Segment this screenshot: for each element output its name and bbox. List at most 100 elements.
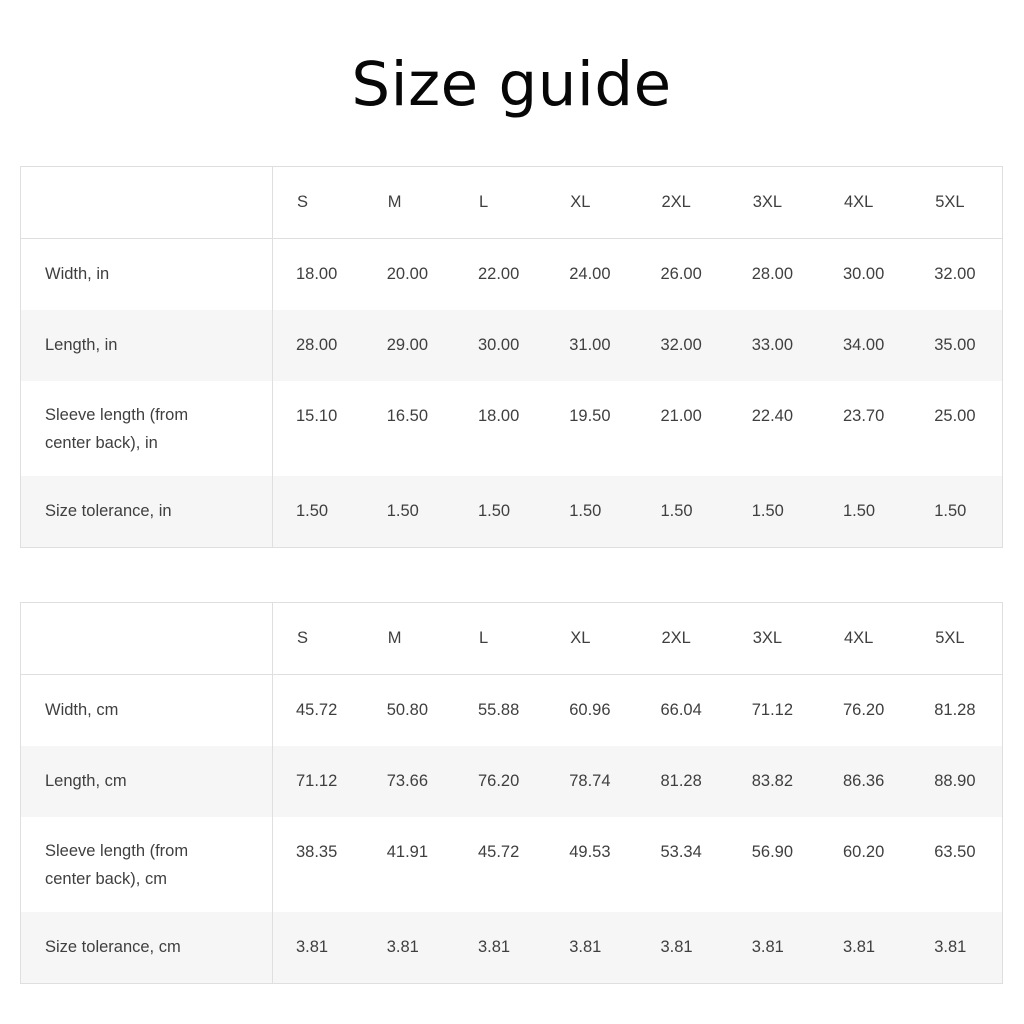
value-cell: 25.00 — [934, 407, 976, 426]
value-cell: 28.00 — [296, 336, 338, 355]
size-column-header: L — [455, 602, 547, 676]
size-column-header: 2XL — [637, 166, 729, 240]
value-cell: 31.00 — [569, 336, 611, 355]
table-row: Width, in 18.00 20.00 22.00 24.00 26.00 28.00 3… — [20, 238, 1003, 311]
size-column-header: XL — [546, 602, 638, 676]
size-column-header: M — [363, 602, 455, 676]
value-cell: 50.80 — [386, 701, 429, 720]
corner-cell — [20, 602, 273, 676]
size-column-header: 3XL — [728, 602, 820, 676]
size-column-header: 5XL — [911, 602, 1003, 676]
value-cell: 3.81 — [569, 938, 602, 957]
size-table-centimeters-header: S M L XL 2XL 3XL 4XL 5XL — [20, 602, 1003, 676]
size-column-header: 4XL — [820, 602, 912, 676]
row-label: Size tolerance, in — [20, 476, 273, 548]
value-cell: 81.28 — [934, 701, 976, 720]
size-column-header: 4XL — [820, 166, 912, 240]
header-row: S M L XL 2XL 3XL 4XL 5XL — [20, 602, 1003, 676]
value-cell: 73.66 — [386, 772, 429, 791]
value-cell: 32.00 — [660, 336, 702, 355]
page-title: Size guide — [351, 49, 672, 120]
value-cell: 1.50 — [751, 502, 784, 521]
value-cell: 19.50 — [569, 407, 611, 426]
size-column-header: 3XL — [728, 166, 820, 240]
size-table-inches: S M L XL 2XL 3XL 4XL 5XL Width, in 18.00 20.00 22.… — [20, 166, 1003, 549]
value-cell: 78.74 — [569, 772, 611, 791]
size-table-centimeters-body: Width, cm 45.72 50.80 55.88 60.96 66.04 71.12 7… — [20, 674, 1003, 984]
value-cell: 29.00 — [386, 336, 429, 355]
value-cell: 34.00 — [843, 336, 885, 355]
size-table-centimeters: S M L XL 2XL 3XL 4XL 5XL Width, cm 45.72 50.80 55.… — [20, 602, 1003, 985]
value-cell: 83.82 — [751, 772, 794, 791]
value-cell: 3.81 — [934, 938, 967, 957]
value-cell: 86.36 — [843, 772, 885, 791]
value-cell: 1.50 — [386, 502, 419, 521]
table-row: Sleeve length (from center back), in 15.1… — [20, 381, 1003, 477]
row-label: Sleeve length (from center back), cm — [20, 817, 273, 913]
value-cell: 35.00 — [934, 336, 976, 355]
table-row: Width, cm 45.72 50.80 55.88 60.96 66.04 71.12 7… — [20, 674, 1003, 747]
row-label: Width, in — [20, 238, 273, 311]
size-column-header: 5XL — [911, 166, 1003, 240]
value-cell: 22.00 — [478, 265, 520, 284]
value-cell: 66.04 — [660, 701, 702, 720]
table-row: Length, cm 71.12 73.66 76.20 78.74 81.28 83.82… — [20, 746, 1003, 818]
value-cell: 21.00 — [660, 407, 702, 426]
value-cell: 60.96 — [569, 701, 611, 720]
value-cell: 18.00 — [478, 407, 520, 426]
value-cell: 76.20 — [478, 772, 520, 791]
value-cell: 53.34 — [660, 843, 702, 862]
value-cell: 24.00 — [569, 265, 611, 284]
row-label: Length, cm — [20, 746, 273, 818]
value-cell: 15.10 — [296, 407, 338, 426]
size-column-header: S — [272, 166, 364, 240]
value-cell: 45.72 — [296, 701, 338, 720]
value-cell: 60.20 — [843, 843, 885, 862]
value-cell: 33.00 — [751, 336, 794, 355]
size-column-header: 2XL — [637, 602, 729, 676]
value-cell: 3.81 — [296, 938, 329, 957]
value-cell: 63.50 — [934, 843, 976, 862]
value-cell: 28.00 — [751, 265, 794, 284]
table-row: Size tolerance, cm 3.81 3.81 3.81 3.81 3.81 3.… — [20, 912, 1003, 984]
value-cell: 22.40 — [751, 407, 794, 426]
value-cell: 1.50 — [569, 502, 602, 521]
value-cell: 16.50 — [386, 407, 429, 426]
value-cell: 38.35 — [296, 843, 338, 862]
value-cell: 76.20 — [843, 701, 885, 720]
value-cell: 30.00 — [478, 336, 520, 355]
value-cell: 3.81 — [660, 938, 693, 957]
value-cell: 23.70 — [843, 407, 885, 426]
value-cell: 71.12 — [296, 772, 338, 791]
value-cell: 88.90 — [934, 772, 976, 791]
corner-cell — [20, 166, 273, 240]
row-label: Size tolerance, cm — [20, 912, 273, 984]
table-row: Size tolerance, in 1.50 1.50 1.50 1.50 1.50 1.… — [20, 476, 1003, 548]
size-table-inches-body: Width, in 18.00 20.00 22.00 24.00 26.00 28.00 3… — [20, 238, 1003, 548]
row-label: Sleeve length (from center back), in — [20, 381, 273, 477]
value-cell: 49.53 — [569, 843, 611, 862]
row-label: Width, cm — [20, 674, 273, 747]
table-row: Sleeve length (from center back), cm 38.3… — [20, 817, 1003, 913]
value-cell: 18.00 — [296, 265, 338, 284]
value-cell: 1.50 — [843, 502, 876, 521]
size-column-header: S — [272, 602, 364, 676]
value-cell: 1.50 — [660, 502, 693, 521]
value-cell: 3.81 — [751, 938, 784, 957]
header-row: S M L XL 2XL 3XL 4XL 5XL — [20, 166, 1003, 240]
value-cell: 1.50 — [478, 502, 511, 521]
value-cell: 41.91 — [386, 843, 429, 862]
value-cell: 45.72 — [478, 843, 520, 862]
value-cell: 56.90 — [751, 843, 794, 862]
row-label: Length, in — [20, 310, 273, 382]
value-cell: 3.81 — [386, 938, 419, 957]
value-cell: 81.28 — [660, 772, 702, 791]
size-table-inches-header: S M L XL 2XL 3XL 4XL 5XL — [20, 166, 1003, 240]
size-column-header: M — [363, 166, 455, 240]
value-cell: 3.81 — [478, 938, 511, 957]
table-row: Length, in 28.00 29.00 30.00 31.00 32.00 33.00… — [20, 310, 1003, 382]
value-cell: 3.81 — [843, 938, 876, 957]
value-cell: 1.50 — [934, 502, 967, 521]
value-cell: 26.00 — [660, 265, 702, 284]
